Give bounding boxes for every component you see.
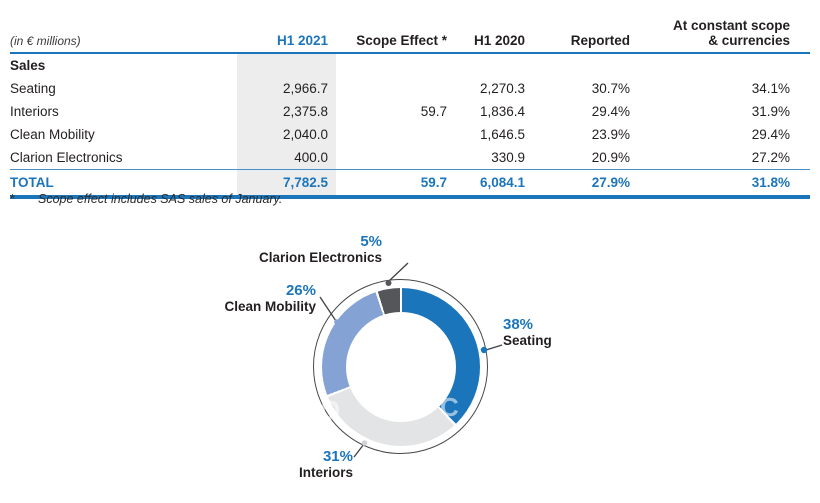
unit-label: (in € millions) [10, 34, 81, 48]
cell-constant: 27.2% [751, 150, 790, 165]
callout-category: Interiors [298, 465, 353, 480]
cell-h1-2020: 2,270.3 [479, 81, 525, 96]
table-row-sales-section: Sales [10, 54, 810, 77]
cell-reported: 27.9% [591, 175, 630, 190]
callout-clarion-electronics: 5% Clarion Electronics [259, 234, 382, 266]
table-row-total: TOTAL 7,782.5 59.7 6,084.1 27.9% 31.8% [10, 169, 810, 199]
col-header-scope-effect: Scope Effect * [356, 33, 447, 48]
cell-h1-2020: 6,084.1 [479, 175, 525, 190]
col-header-reported: Reported [570, 33, 630, 48]
cell-constant: 31.9% [751, 104, 790, 119]
leader-line-seating [485, 344, 503, 351]
callout-seating: 38% Seating [503, 317, 552, 349]
callout-percent: 26% [285, 282, 316, 299]
cell-h1-2020: 1,646.5 [479, 127, 525, 142]
callout-interiors: 31% Interiors [299, 449, 353, 481]
cell-h1-2021: 2,375.8 [282, 104, 328, 119]
row-label: Clarion Electronics [10, 150, 123, 165]
row-label: Interiors [10, 104, 59, 119]
row-label: Clean Mobility [10, 127, 95, 142]
donut-hole [346, 312, 456, 422]
table-row-clarion-electronics: Clarion Electronics 400.0 330.9 20.9% 27… [10, 146, 810, 169]
col-header-h1-2020: H1 2020 [473, 33, 525, 48]
footnote: * Scope effect includes SAS sales of Jan… [10, 192, 282, 206]
cell-constant: 31.8% [751, 175, 790, 190]
total-label: TOTAL [10, 175, 54, 190]
callout-percent: 5% [360, 233, 382, 250]
cell-h1-2020: 1,836.4 [479, 104, 525, 119]
cell-reported: 20.9% [591, 150, 630, 165]
section-label: Sales [10, 58, 46, 73]
callout-category: Clarion Electronics [258, 250, 382, 265]
sales-table: (in € millions) H1 2021 Scope Effect * H… [10, 6, 810, 199]
cell-reported: 29.4% [591, 104, 630, 119]
cell-h1-2021: 7,782.5 [282, 175, 328, 190]
table-header-row: (in € millions) H1 2021 Scope Effect * H… [10, 6, 810, 54]
table-row-clean-mobility: Clean Mobility 2,040.0 1,646.5 23.9% 29.… [10, 123, 810, 146]
cell-constant: 34.1% [751, 81, 790, 96]
callout-percent: 38% [503, 316, 534, 333]
cell-h1-2021: 400.0 [294, 150, 328, 165]
cell-reported: 30.7% [591, 81, 630, 96]
table-row-seating: Seating 2,966.7 2,270.3 30.7% 34.1% [10, 77, 810, 100]
cell-h1-2020: 330.9 [491, 150, 525, 165]
cell-scope-effect: 59.7 [420, 175, 447, 190]
cell-scope-effect: 59.7 [420, 104, 447, 119]
table-row-interiors: Interiors 2,375.8 59.7 1,836.4 29.4% 31.… [10, 100, 810, 123]
callout-percent: 31% [322, 448, 353, 465]
callout-category: Clean Mobility [224, 299, 316, 314]
cell-constant: 29.4% [751, 127, 790, 142]
cell-h1-2021: 2,040.0 [282, 127, 328, 142]
footnote-text: Scope effect includes SAS sales of Janua… [38, 192, 283, 206]
watermark-letter: C [440, 392, 459, 422]
callout-category: Seating [503, 333, 552, 348]
col-header-h1-2021: H1 2021 [276, 33, 328, 48]
leader-line-interiors [353, 443, 365, 458]
cell-h1-2021: 2,966.7 [282, 81, 328, 96]
col-header-constant-scope: At constant scope & currencies [672, 18, 790, 48]
footnote-marker: * [10, 192, 15, 206]
row-label: Seating [10, 81, 56, 96]
cell-reported: 23.9% [591, 127, 630, 142]
callout-clean-mobility: 26% Clean Mobility [224, 283, 316, 315]
watermark-letter: O [320, 395, 341, 425]
